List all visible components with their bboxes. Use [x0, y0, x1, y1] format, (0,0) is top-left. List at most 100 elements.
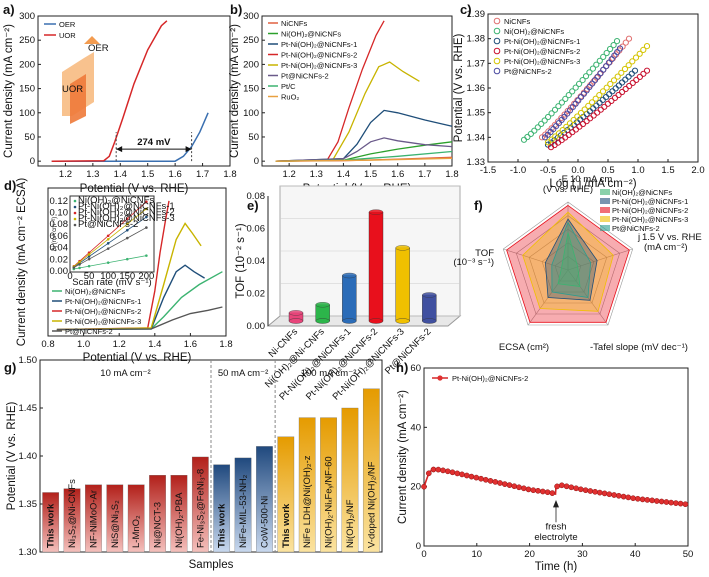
x-tick-label: 1.5 — [661, 165, 674, 176]
scatter-point — [619, 79, 626, 86]
scatter-point — [606, 91, 613, 98]
inset-y-tick: 0.10 — [50, 208, 69, 219]
data-point — [673, 500, 679, 506]
bar-mark — [320, 417, 337, 553]
y-tick-label: 1.39 — [467, 9, 486, 20]
x-tick-label: 1.6 — [184, 339, 197, 350]
legend-entry: Pt@NiCNFs-2 — [281, 72, 329, 81]
scatter-point — [616, 45, 624, 52]
series-line-5 — [275, 137, 453, 162]
data-point — [478, 475, 484, 482]
inset-point — [87, 253, 91, 256]
legend-entry: Pt-Ni(OH)₂@NiCNFs-2 — [452, 374, 528, 383]
bar-base — [395, 318, 410, 324]
scatter-point — [566, 120, 574, 127]
legend-entry: Pt-Ni(OH)₂@NiCNFs-3 — [281, 61, 357, 70]
inset-fit-line — [73, 201, 147, 267]
scatter-point — [561, 111, 568, 118]
y-tick-label: 150 — [19, 84, 35, 95]
data-point — [444, 468, 451, 475]
bar-base — [315, 318, 330, 324]
legend-entry: Ni(OH)₂@NiCNFs — [281, 30, 341, 39]
y-tick-label: 0 — [254, 156, 259, 167]
y-axis-label: Current density (mA cm⁻²) — [229, 24, 241, 158]
scatter-point — [555, 103, 562, 110]
bar-mark — [362, 388, 380, 553]
data-point — [492, 479, 499, 485]
inset-legend-swatch — [73, 199, 77, 203]
data-point — [592, 488, 598, 495]
scatter-point — [603, 49, 610, 57]
x-tick-label: 0.8 — [41, 339, 54, 350]
bar-category-label: CoW-500-Ni — [259, 496, 270, 548]
radar-grid — [515, 215, 621, 315]
data-point — [615, 492, 622, 499]
x-tick-label: 1.4 — [337, 169, 350, 180]
legend-entry: Pt-Ni(OH)₂@NiCNFs-2 — [612, 206, 688, 215]
y-tick-label: 200 — [243, 59, 259, 70]
scatter-point — [632, 54, 640, 61]
y-tick-label: 60 — [410, 363, 421, 374]
scatter-point — [588, 99, 596, 106]
scatter-point — [542, 131, 549, 138]
x-tick-label: -1.5 — [480, 165, 496, 176]
x-tick-label: 1.7 — [418, 169, 431, 180]
legend-entry: Pt-Ni(OH)₂@NiCNFs-1 — [612, 197, 688, 206]
scatter-point — [626, 82, 633, 90]
bar-base — [288, 318, 304, 324]
data-point — [587, 488, 594, 494]
scatter-point — [596, 57, 603, 64]
x-tick-label: 1.0 — [631, 165, 644, 176]
scatter-point — [572, 84, 579, 91]
y-tick-label: 300 — [19, 11, 35, 22]
legend-swatch — [493, 27, 501, 35]
legend-entry: Pt-Ni(OH)₂@NiCNFs-1 — [281, 40, 357, 49]
x-tick-label: 1.5 — [364, 169, 377, 180]
legend-swatch — [493, 47, 501, 55]
inset-point — [145, 226, 148, 229]
legend-swatch — [493, 57, 501, 65]
x-axis-label: Log ( j /mA cm⁻²) — [549, 178, 636, 190]
x-tick-label: 1.2 — [59, 169, 72, 180]
scatter-point — [576, 123, 583, 130]
legend-swatch — [600, 207, 610, 213]
inset-point — [145, 207, 148, 211]
scatter-point — [613, 38, 621, 45]
y-tick-label: 0 — [416, 541, 421, 552]
inset-point — [125, 228, 129, 232]
series-line-3 — [56, 222, 202, 331]
data-point — [653, 498, 660, 504]
inset-x-tick: 100 — [100, 271, 116, 282]
bar-mark — [191, 456, 209, 553]
bar-mark — [213, 464, 231, 553]
y-tick-label: 1.45 — [19, 403, 38, 414]
scatter-point — [615, 91, 622, 99]
scatter-point — [640, 46, 647, 54]
x-tick-label: 1.4 — [148, 339, 161, 350]
x-tick-label: 0.0 — [571, 165, 584, 176]
radar-label-right: (mA cm⁻²) — [644, 242, 688, 253]
data-point — [658, 498, 665, 505]
x-tick-label: 1.0 — [77, 339, 90, 350]
x-tick-label: 0 — [421, 549, 426, 560]
scatter-point — [587, 115, 594, 122]
radar-label-left: (10⁻³ s⁻¹) — [453, 257, 494, 268]
inset-y-label: Δj (mA cm⁻²) — [52, 217, 58, 252]
radar-label-left: TOF — [475, 248, 494, 259]
bar-mark — [170, 475, 188, 553]
inset-uor-label: UOR — [62, 84, 83, 95]
scatter-point — [565, 131, 572, 138]
series-line-4 — [275, 61, 420, 162]
data-point — [644, 497, 651, 503]
inset-point — [106, 247, 110, 250]
event-label-line: fresh — [545, 522, 566, 533]
inset-y-tick: 0.02 — [50, 254, 69, 265]
y-tick-label: 1.38 — [467, 34, 486, 45]
x-axis-label: Potential (V vs. RHE) — [83, 352, 192, 364]
inset-y-tick: 0.00 — [50, 266, 69, 277]
radar-label-top: -E — [559, 174, 569, 185]
scatter-point — [589, 65, 597, 72]
inset-fit-line — [73, 216, 147, 268]
gap-arrow-head-icon — [185, 146, 192, 153]
